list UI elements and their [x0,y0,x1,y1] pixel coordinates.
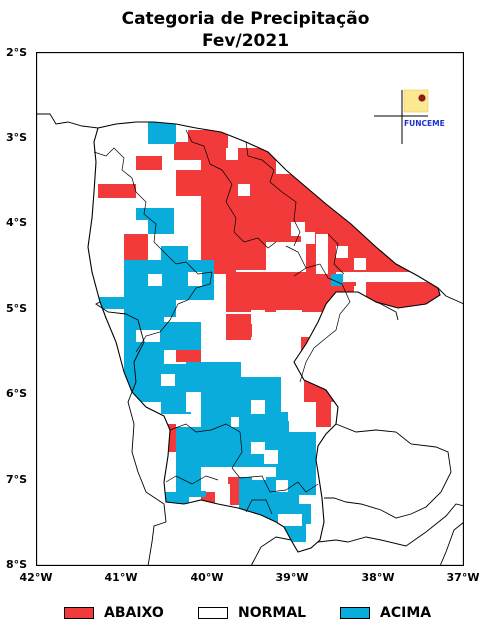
legend-swatch-abaixo [64,607,94,619]
category-normal-cells [136,148,366,526]
lat-label-8s: 8°S [6,558,28,571]
map-subtitle: Fev/2021 [201,31,290,51]
logo-crosshair [374,90,428,144]
legend-swatch-acima [340,607,370,619]
legend-item-acima: ACIMA [340,603,431,623]
funceme-logo: FUNCEME [403,89,445,128]
lon-label-37w: 37°W [446,571,480,584]
lat-label-2s: 2°S [6,46,28,59]
lon-label-38w: 38°W [361,571,395,584]
lat-label-4s: 4°S [6,216,28,229]
map-frame [36,52,464,566]
neighbor-borders [36,113,464,566]
lon-label-41w: 41°W [104,571,138,584]
legend-item-abaixo: ABAIXO [64,603,164,623]
legend-item-normal: NORMAL [198,603,306,623]
lon-label-40w: 40°W [190,571,224,584]
lat-label-3s: 3°S [6,131,28,144]
lat-label-7s: 7°S [6,473,28,486]
legend-label-abaixo: ABAIXO [104,605,164,621]
legend-label-acima: ACIMA [380,605,432,621]
regional-borders [93,129,351,515]
lat-label-5s: 5°S [6,302,28,315]
lon-label-42w: 42°W [19,571,53,584]
legend-label-normal: NORMAL [238,605,307,621]
precipitation-map: FUNCEME [36,52,464,566]
map-title: Categoria de Precipitação [121,9,370,29]
funceme-logo-text: FUNCEME [404,119,445,128]
legend-swatch-normal [198,607,228,619]
lat-label-6s: 6°S [6,387,28,400]
lon-label-39w: 39°W [275,571,309,584]
